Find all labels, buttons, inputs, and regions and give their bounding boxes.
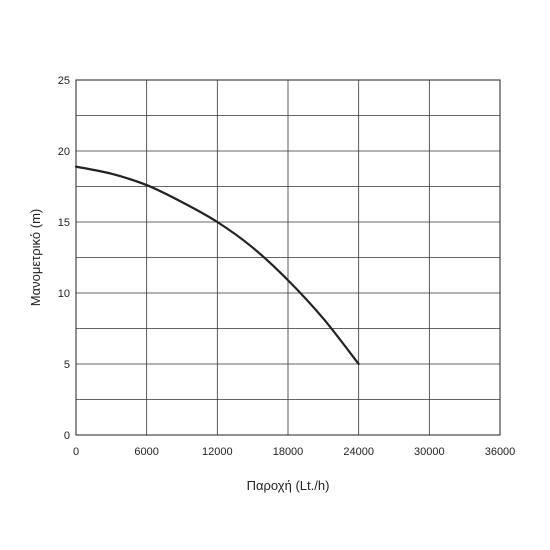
- x-axis-ticks: 0 6000 12000 18000 24000 30000 36000: [73, 446, 515, 458]
- plot-area-frame: [75, 79, 501, 436]
- x-tick-label: 6000: [134, 446, 158, 458]
- series-line: [74, 165, 360, 366]
- y-tick-label: 5: [64, 359, 70, 371]
- y-tick-label: 15: [58, 217, 70, 229]
- x-tick-label: 30000: [414, 446, 445, 458]
- series-layer: [74, 165, 360, 366]
- x-tick-label: 12000: [202, 446, 233, 458]
- x-tick-label: 18000: [273, 446, 304, 458]
- y-axis-label: Μανομετρικό (m): [28, 209, 43, 306]
- x-tick-label: 0: [73, 446, 79, 458]
- y-tick-label: 20: [58, 146, 70, 158]
- x-axis-label: Παροχή (Lt./h): [247, 478, 330, 493]
- y-tick-label: 25: [58, 75, 70, 87]
- y-tick-label: 0: [64, 430, 70, 442]
- y-axis-ticks: 0 5 10 15 20 25: [58, 75, 70, 442]
- y-tick-label: 10: [58, 288, 70, 300]
- x-tick-label: 24000: [343, 446, 374, 458]
- grid-lines: [76, 80, 500, 435]
- x-tick-label: 36000: [485, 446, 516, 458]
